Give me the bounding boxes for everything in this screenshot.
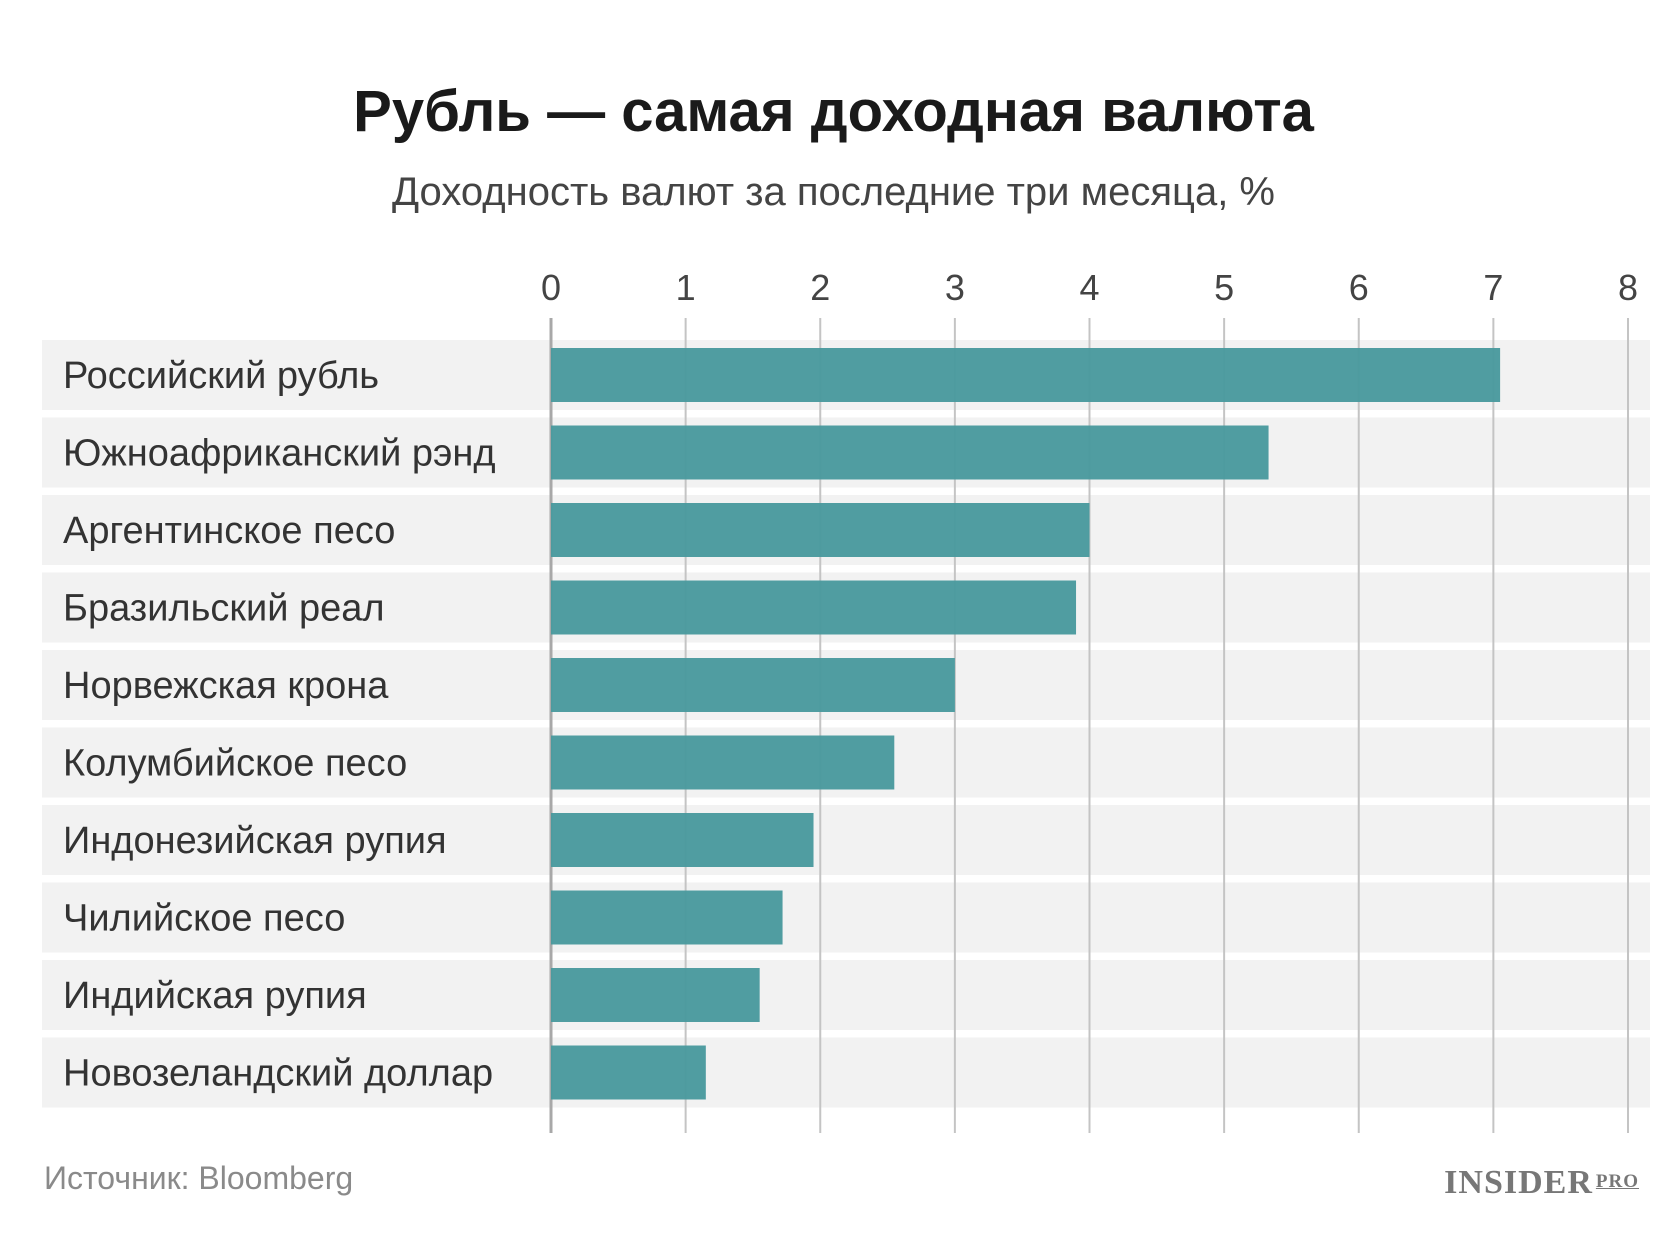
bar [551, 503, 1090, 557]
source-note: Источник: Bloomberg [44, 1160, 354, 1196]
chart-subtitle: Доходность валют за последние три месяца… [392, 170, 1275, 214]
bar [551, 425, 1269, 480]
row-background [42, 805, 1650, 875]
bar [551, 580, 1077, 635]
bar [551, 890, 783, 945]
category-label: Колумбийское песо [63, 743, 407, 785]
bar [551, 813, 814, 867]
bars [551, 348, 1501, 1100]
category-label: Индийская рупия [63, 975, 367, 1017]
chart-title: Рубль — самая доходная валюта [353, 79, 1314, 144]
row-background [42, 882, 1650, 953]
x-tick-label: 1 [676, 267, 696, 308]
category-label: Индонезийская рупия [63, 820, 447, 862]
x-tick-label: 4 [1079, 267, 1099, 308]
bar [551, 1045, 706, 1100]
row-background [42, 960, 1650, 1030]
category-label: Российский рубль [63, 355, 379, 397]
brand-logo-text: INSIDER [1444, 1164, 1593, 1201]
x-tick-label: 6 [1349, 267, 1369, 308]
category-label: Южноафриканский рэнд [63, 433, 496, 475]
x-tick-label: 2 [810, 267, 830, 308]
category-label: Бразильский реал [63, 588, 385, 630]
x-tick-label: 7 [1483, 267, 1503, 308]
category-label: Аргентинское песо [63, 510, 395, 552]
brand-logo: INSIDER PRO [1444, 1164, 1639, 1202]
category-labels: Российский рубль Южноафриканский рэнд Арге… [63, 355, 496, 1095]
x-tick-label: 5 [1214, 267, 1234, 308]
brand-logo-suffix: PRO [1595, 1170, 1639, 1192]
x-axis-ticks: 0 1 2 3 4 5 6 7 8 [541, 267, 1638, 308]
x-tick-label: 8 [1618, 267, 1638, 308]
category-label: Новозеландский доллар [63, 1053, 493, 1095]
category-label: Норвежская крона [63, 665, 389, 707]
bar [551, 658, 955, 712]
bar [551, 735, 895, 790]
x-tick-label: 3 [945, 267, 965, 308]
x-tick-label: 0 [541, 267, 561, 308]
bar [551, 348, 1501, 402]
row-background [42, 1037, 1650, 1108]
bar [551, 968, 760, 1022]
category-label: Чилийское песо [63, 898, 345, 940]
